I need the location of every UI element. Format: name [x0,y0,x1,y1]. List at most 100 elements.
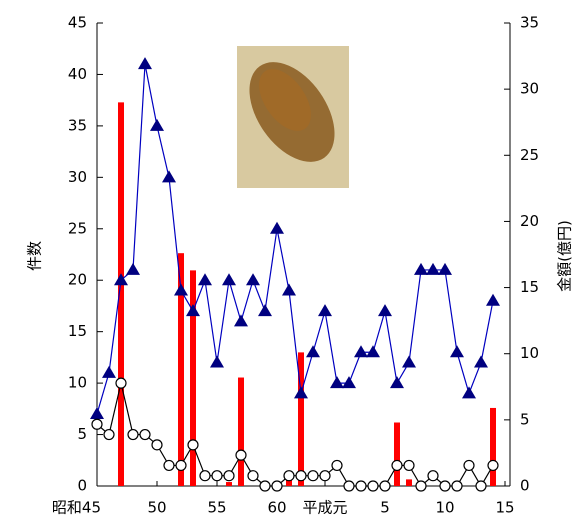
triangle-marker [438,262,452,275]
bar [394,422,400,486]
circle-marker [487,459,499,472]
circle-marker [427,470,439,482]
circle-marker [343,480,355,492]
circle-marker [139,428,151,441]
line [96,382,494,488]
circle-marker [187,439,199,451]
triangle-marker [114,273,128,286]
triangle-marker [282,283,296,296]
circle-marker [175,459,187,472]
y-tick-label: 10 [68,374,87,392]
circle-marker [415,480,427,492]
triangle-marker [378,304,392,317]
bar [190,270,196,486]
y-tick-label: 35 [68,116,87,134]
triangle-marker [486,293,500,306]
triangle-marker [246,273,260,286]
y-tick-label: 25 [68,219,87,237]
circle-marker [223,470,235,482]
triangle-marker [174,283,188,296]
x-tick-label: 5 [380,499,390,517]
y2-tick-label: 35 [520,14,539,32]
circle-marker [127,428,139,441]
y-tick-label: 0 [77,477,87,495]
y2-axis-title: 金額(億円) [556,220,574,292]
circle-marker [163,459,175,472]
triangle-marker [138,57,152,70]
circle-marker [319,470,331,482]
circle-marker [439,480,451,492]
triangle-marker [294,386,308,399]
bar [490,407,496,486]
triangle-marker [222,273,236,286]
line [96,64,494,415]
circle-marker [259,480,271,492]
circle-marker [403,459,415,472]
y-tick-label: 30 [68,168,87,186]
circle-marker [331,459,343,472]
circle-marker [103,428,115,441]
triangle-marker [90,406,104,419]
y2-tick-label: 20 [520,212,539,230]
triangle-marker [474,355,488,368]
bar [238,377,244,486]
triangle-marker [102,365,116,378]
bar [298,352,304,486]
circle-marker [283,470,295,482]
triangle-marker [342,376,356,389]
circle-marker [151,439,163,451]
circle-marker [391,459,403,472]
x-tick-label: 60 [267,499,286,517]
bar [406,479,412,486]
x-tick-label: 55 [207,499,226,517]
y-tick-label: 40 [68,65,87,83]
bar [178,253,184,486]
circle-marker [295,470,307,482]
x-tick-label: 昭和45 [52,499,101,517]
triangle-marker [354,345,368,358]
circle-marker [355,480,367,492]
y-tick-label: 5 [77,425,87,443]
y-axis-title: 件数 [26,241,44,271]
y2-tick-label: 10 [520,344,539,362]
triangle-marker [234,314,248,327]
triangle-marker [210,355,224,368]
triangle-marker [198,273,212,286]
circle-marker [199,470,211,482]
y2-tick-label: 0 [520,477,530,495]
triangle-marker [390,376,404,389]
circle-marker [235,449,247,461]
circle-marker [307,470,319,482]
bar [226,482,232,486]
y-tick-label: 15 [68,322,87,340]
triangle-marker [462,386,476,399]
triangle-marker [126,262,140,275]
triangle-marker [162,170,176,183]
triangle-marker [270,221,284,234]
x-tick-label: 15 [495,499,514,517]
triangle-marker [450,345,464,358]
y2-tick-label: 15 [520,278,539,296]
circle-marker [271,480,283,492]
circle-marker [115,377,127,389]
triangle-marker [402,355,416,368]
triangle-marker [366,345,380,358]
y2-tick-label: 30 [520,80,539,98]
y2-tick-label: 25 [520,146,539,164]
circle-marker [379,480,391,492]
circle-marker [367,480,379,492]
y-tick-label: 20 [68,271,87,289]
triangle-marker [258,304,272,317]
triangle-marker [306,345,320,358]
y-tick-label: 45 [68,14,87,32]
triangle-marker [318,304,332,317]
photo [237,46,349,188]
circle-marker [451,480,463,492]
circle-marker [91,418,103,430]
circle-marker [463,459,475,472]
x-tick-label: 平成元 [302,499,347,517]
x-tick-label: 50 [147,499,166,517]
x-tick-label: 10 [435,499,454,517]
